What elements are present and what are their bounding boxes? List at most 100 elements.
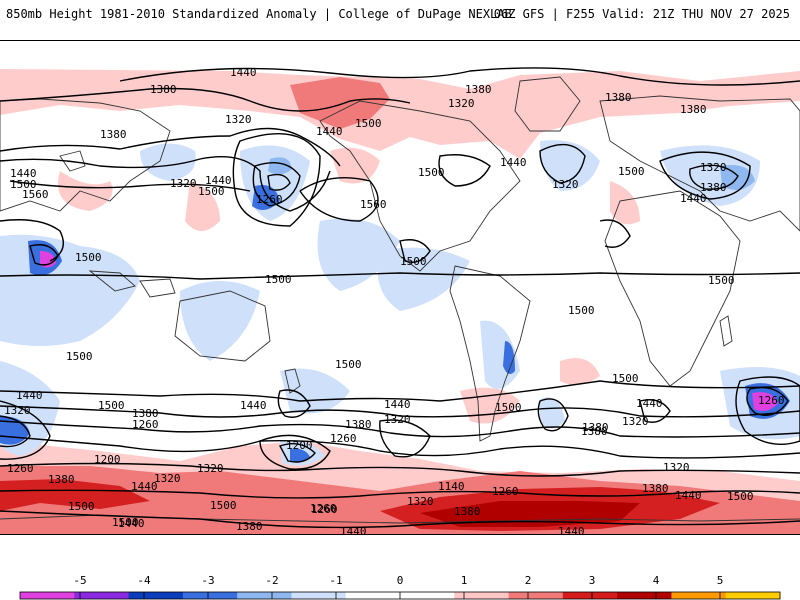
- contour-label: 1320: [552, 178, 579, 191]
- colorbar-legend: -5 -4 -3 -2 -1 0 1 2 3 4 5: [0, 568, 800, 600]
- contour-label: 1260: [7, 462, 34, 475]
- contour-label: 1320: [154, 472, 181, 485]
- contour-label: 1500: [708, 274, 735, 287]
- negative-anomaly-region: [268, 157, 292, 175]
- colorbar-segment: [291, 592, 347, 599]
- positive-anomaly-region: [0, 69, 800, 159]
- colorbar-tick-label: -5: [73, 574, 86, 587]
- colorbar-tick-label: -1: [329, 574, 342, 587]
- contour-label: 1380: [100, 128, 127, 141]
- contour-label: 1260: [758, 394, 785, 407]
- colorbar-segment: [128, 592, 184, 599]
- contour-label: 1500: [66, 350, 93, 363]
- contour-label: 1440: [636, 397, 663, 410]
- contour-label: 1320: [622, 415, 649, 428]
- contour-label: 1440: [500, 156, 527, 169]
- negative-anomaly-region: [180, 281, 260, 361]
- colorbar-tick-label: 3: [589, 574, 596, 587]
- negative-anomaly-region: [377, 247, 470, 311]
- contour-label: 1380: [132, 407, 159, 420]
- colorbar-segment: [508, 592, 564, 599]
- positive-anomaly-region: [610, 181, 640, 225]
- positive-anomaly-region: [185, 181, 220, 231]
- colorbar-segment: [617, 592, 672, 599]
- contour-label: 1380: [345, 418, 372, 431]
- contour-label: 1440: [131, 480, 158, 493]
- negative-anomaly-region: [540, 140, 600, 191]
- anomaly-map: 1440 1380 1380 1320 1440 1500 1560 1320 …: [0, 41, 800, 534]
- colorbar-segment: [345, 592, 401, 599]
- contour-label: 1560: [22, 188, 49, 201]
- contour-label: 1500: [400, 255, 427, 268]
- contour-label: 1380: [700, 181, 727, 194]
- contour-label: 1200: [94, 453, 121, 466]
- contour-label: 1320: [197, 462, 224, 475]
- colorbar-tick-label: 2: [525, 574, 532, 587]
- colorbar-segment: [400, 592, 455, 599]
- contour-label: 1440: [118, 517, 145, 530]
- contour-label: 1500: [10, 178, 37, 191]
- contour-label: 1380: [236, 520, 263, 533]
- contour-label: 1440: [10, 167, 37, 180]
- contour-label: 1440: [205, 174, 232, 187]
- contour-label: 1260: [256, 193, 283, 206]
- contour-label: 1380: [582, 421, 609, 434]
- contour-label: 1440: [675, 489, 702, 502]
- contour-label: 1500: [210, 499, 237, 512]
- colorbar-tick-label: -4: [137, 574, 151, 587]
- height-contours: [0, 67, 800, 529]
- negative-anomaly-region: [140, 143, 196, 181]
- contour-label: 1500: [265, 273, 292, 286]
- colorbar-segment: [182, 592, 238, 599]
- contour-label: 1260: [330, 432, 357, 445]
- title-bar: 850mb Height 1981-2010 Standardized Anom…: [0, 0, 800, 30]
- contour-label: 1500: [335, 358, 362, 371]
- contour-label: 1260: [492, 485, 519, 498]
- negative-anomaly-region: [290, 448, 310, 463]
- contour-label: 1320: [663, 461, 690, 474]
- contour-label: 1380: [581, 425, 608, 438]
- contour-label: 1440: [16, 389, 43, 402]
- colorbar-segment: [74, 592, 130, 599]
- colorbar-tick-label: -3: [201, 574, 214, 587]
- contour-labels: 1440 1380 1380 1320 1440 1500 1560 1320 …: [4, 66, 785, 534]
- colorbar-segment: [671, 592, 727, 599]
- colorbar-tick-label: 0: [397, 574, 404, 587]
- contour-label: 1500: [75, 251, 102, 264]
- contour-label: 1380: [465, 83, 492, 96]
- contour-label: 1500: [495, 401, 522, 414]
- contour-label: 1500: [198, 185, 225, 198]
- contour-label: 1140: [438, 480, 465, 493]
- contour-label: 1500: [112, 516, 139, 529]
- colorbar-segment: [725, 592, 781, 599]
- contour-label: 1260: [311, 503, 338, 516]
- contour-label: 1380: [605, 91, 632, 104]
- colorbar-tick-label: 4: [653, 574, 660, 587]
- contour-label: 1560: [360, 198, 387, 211]
- contour-label: 1440: [680, 192, 707, 205]
- contour-label: 1500: [568, 304, 595, 317]
- negative-anomaly-region: [503, 341, 515, 375]
- contour-label: 1320: [384, 413, 411, 426]
- contour-label: 1380: [48, 473, 75, 486]
- contour-label: 1320: [448, 97, 475, 110]
- contour-label: 1500: [727, 490, 754, 503]
- contour-label: 1500: [98, 399, 125, 412]
- contour-label: 1440: [230, 66, 257, 79]
- contour-label: 1440: [340, 525, 367, 534]
- contour-label: 1500: [418, 166, 445, 179]
- contour-label: 1320: [407, 495, 434, 508]
- contour-label: 1380: [454, 505, 481, 518]
- map-panel: 1440 1380 1380 1320 1440 1500 1560 1320 …: [0, 40, 800, 535]
- contour-label: 1320: [700, 161, 727, 174]
- contour-label: 1380: [680, 103, 707, 116]
- map-title: 850mb Height 1981-2010 Standardized Anom…: [6, 7, 512, 21]
- negative-anomaly-region: [280, 368, 350, 414]
- positive-anomaly-region: [58, 171, 113, 211]
- colorbar-svg: -5 -4 -3 -2 -1 0 1 2 3 4 5: [19, 574, 781, 600]
- negative-anomaly-region: [40, 251, 56, 268]
- positive-anomaly-region: [0, 479, 150, 511]
- colorbar-tick-label: 5: [717, 574, 724, 587]
- contour-label: 1500: [355, 117, 382, 130]
